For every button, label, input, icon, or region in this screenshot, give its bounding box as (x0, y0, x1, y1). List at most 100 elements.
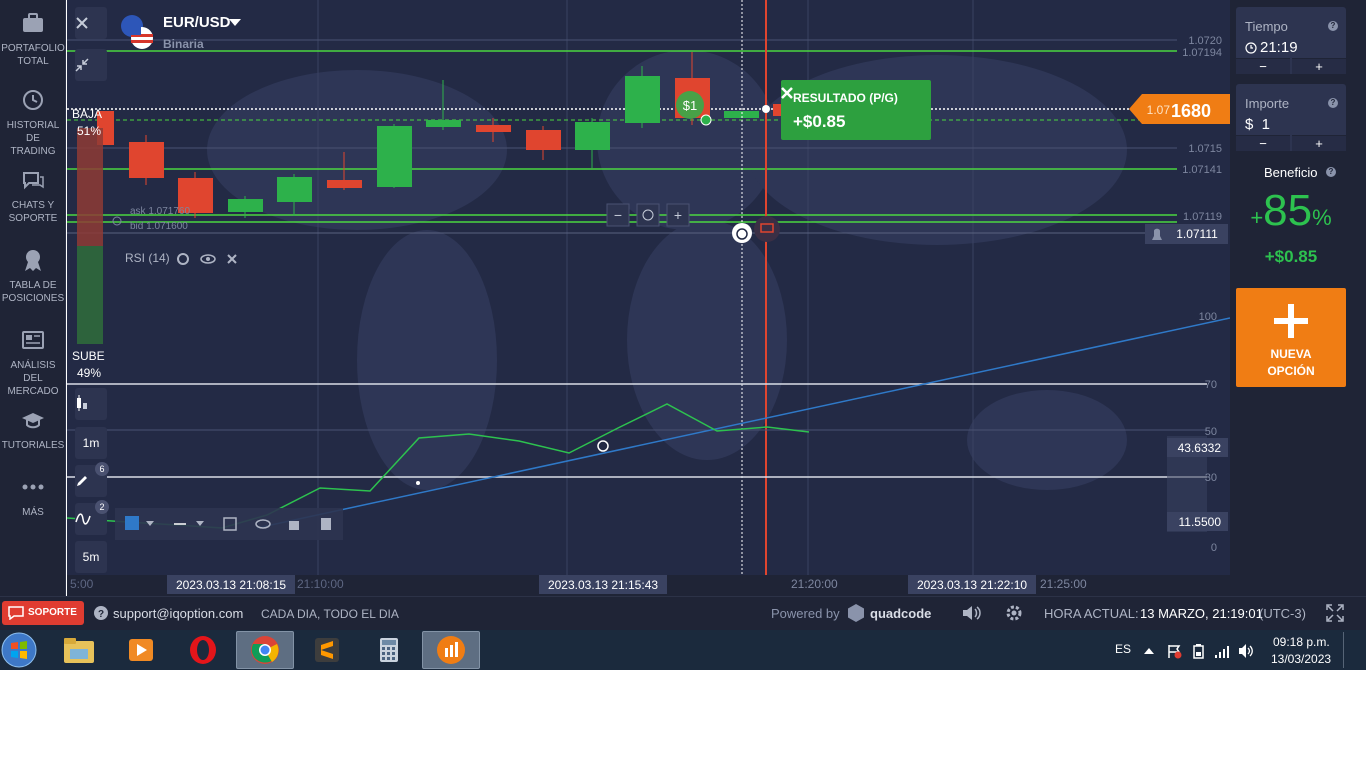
taskbar-app-iqoption[interactable] (422, 631, 480, 669)
status-bar: SOPORTE ? support@iqoption.com CADA DIA,… (0, 596, 1366, 630)
crosshair-icon (642, 209, 654, 221)
taskbar-app-explorer[interactable] (50, 631, 108, 669)
support-email[interactable]: support@iqoption.com (113, 606, 244, 621)
rsi-axis-label: 11.5500 (1179, 515, 1222, 529)
drawings-count-badge: 6 (95, 462, 109, 476)
time-box[interactable]: Tiempo ? 21:19 − + (1236, 7, 1346, 74)
time-increase-button[interactable]: + (1292, 58, 1346, 74)
chevron-down-icon[interactable] (229, 19, 241, 27)
indicators-count-badge: 2 (95, 500, 109, 514)
close-icon[interactable] (781, 87, 793, 99)
leaderboard-icon (25, 250, 41, 271)
help-icon[interactable]: ? (1328, 98, 1338, 108)
settings-gear-icon[interactable] (1005, 604, 1023, 622)
visibility-icon[interactable] (255, 519, 271, 529)
sidebar-item-analysis[interactable]: ANÁLISIS DEL MERCADO (0, 327, 66, 398)
zoom-reset-button[interactable] (636, 203, 660, 227)
chart-type-button[interactable] (75, 388, 107, 420)
profit-label: Beneficio (1264, 165, 1318, 180)
lock-icon[interactable] (289, 521, 299, 530)
sentiment-up-percent: 49% (77, 366, 101, 380)
help-icon[interactable]: ? (1328, 21, 1338, 31)
time-tag-label: 2023.03.13 21:15:43 (548, 578, 658, 592)
asset-name: EUR/USD (163, 14, 231, 31)
battery-icon[interactable] (1190, 643, 1206, 659)
right-panel: Tiempo ? 21:19 − + Importe ? $ 1 − + Ben… (1230, 0, 1366, 596)
taskbar-app-chrome[interactable] (236, 631, 294, 669)
media-player-icon (129, 639, 153, 661)
duplicate-icon[interactable] (223, 517, 237, 531)
sidebar-item-tutorials[interactable]: TUTORIALES (0, 407, 66, 452)
expiry-timeframe-button[interactable]: 5m (75, 541, 107, 573)
ask-price: ask 1.071760 (130, 206, 190, 217)
briefcase-icon (23, 13, 43, 32)
rsi-close-icon[interactable] (227, 254, 237, 264)
new-option-label: NUEVA OPCIÓN (1267, 347, 1315, 378)
sidebar-item-chat[interactable]: CHATS Y SOPORTE (0, 167, 66, 225)
trade-marker[interactable] (676, 91, 704, 119)
taskbar-app-calculator[interactable] (360, 631, 418, 669)
time-decrease-button[interactable]: − (1236, 58, 1290, 74)
trend-line[interactable] (256, 317, 1230, 529)
finish-flag-icon (754, 216, 780, 242)
trend-line-handle[interactable] (597, 440, 609, 452)
trash-icon[interactable] (321, 518, 331, 530)
price-alert-tag[interactable] (1145, 224, 1228, 244)
windows-logo-icon (1, 632, 37, 668)
help-icon[interactable] (112, 216, 122, 226)
volume-icon[interactable] (962, 605, 982, 621)
svg-text:?: ? (98, 609, 104, 620)
taskbar-app-opera[interactable] (174, 631, 232, 669)
time-value: 21:19 (1260, 39, 1298, 56)
taskbar-app-sublime[interactable] (298, 631, 356, 669)
network-signal-icon[interactable] (1214, 643, 1230, 659)
language-indicator[interactable]: ES (1115, 642, 1132, 656)
sidebar-item-more[interactable]: MÁS (0, 474, 66, 519)
bell-icon[interactable] (1152, 228, 1162, 240)
iqoption-icon (437, 636, 465, 664)
profit-percent-unit: % (1312, 205, 1332, 230)
powered-by-label: Powered by (771, 606, 840, 621)
time-axis-tick: 21:10:00 (297, 577, 344, 591)
fullscreen-icon[interactable] (1326, 604, 1344, 622)
zoom-in-button[interactable] (666, 203, 690, 227)
result-popup-title: RESULTADO (P/G) (793, 91, 898, 105)
support-button[interactable]: SOPORTE (2, 601, 84, 625)
support-label: SOPORTE (28, 607, 77, 618)
show-desktop-button[interactable] (1343, 632, 1353, 668)
collapse-icon (75, 58, 89, 72)
help-icon[interactable]: ? (1326, 167, 1336, 177)
amount-box[interactable]: Importe ? $ 1 − + (1236, 84, 1346, 151)
chevron-down-icon[interactable] (196, 521, 204, 526)
rsi-axis-label: 0 (1211, 542, 1217, 554)
taskbar-app-media-player[interactable] (112, 631, 170, 669)
chevron-up-icon[interactable] (1144, 647, 1154, 655)
chart-canvas: $1 − + ask 1.071760 bid 1.0 (67, 0, 1230, 596)
sidebar-label-analysis: ANÁLISIS DEL MERCADO (7, 360, 59, 397)
rsi-settings-icon[interactable] (177, 253, 189, 265)
sidebar-item-history[interactable]: HISTORIAL DE TRADING (0, 87, 66, 158)
sidebar-label-chat: CHATS Y SOPORTE (8, 200, 58, 224)
trading-chart[interactable]: $1 − + ask 1.071760 bid 1.0 (67, 0, 1230, 596)
rsi-visibility-icon[interactable] (200, 254, 216, 264)
sidebar-item-leaderboard[interactable]: TABLA DE POSICIONES (0, 247, 66, 305)
collapse-chart-button[interactable] (75, 49, 107, 81)
close-chart-button[interactable] (75, 7, 107, 39)
taskbar-clock-date[interactable]: 13/03/2023 (1271, 652, 1332, 666)
chevron-down-icon[interactable] (146, 521, 154, 526)
start-button[interactable] (0, 630, 38, 670)
sidebar-item-portfolio[interactable]: PORTAFOLIO TOTAL (0, 10, 66, 68)
trend-line-anchor[interactable] (416, 481, 420, 485)
quadcode-logo-icon (848, 604, 864, 622)
line-color-picker[interactable] (125, 516, 139, 530)
amount-decrease-button[interactable]: − (1236, 135, 1290, 151)
zoom-out-button[interactable] (606, 203, 630, 227)
candle-timeframe-button[interactable]: 1m (75, 427, 107, 459)
candle (526, 130, 561, 150)
taskbar-clock-time[interactable]: 09:18 p.m. (1273, 635, 1330, 649)
action-center-flag-icon[interactable] (1166, 643, 1182, 659)
amount-input[interactable]: $ 1 (1245, 116, 1271, 133)
speaker-icon[interactable] (1238, 643, 1254, 659)
amount-increase-button[interactable]: + (1292, 135, 1346, 151)
new-option-button[interactable]: NUEVA OPCIÓN (1236, 288, 1346, 387)
